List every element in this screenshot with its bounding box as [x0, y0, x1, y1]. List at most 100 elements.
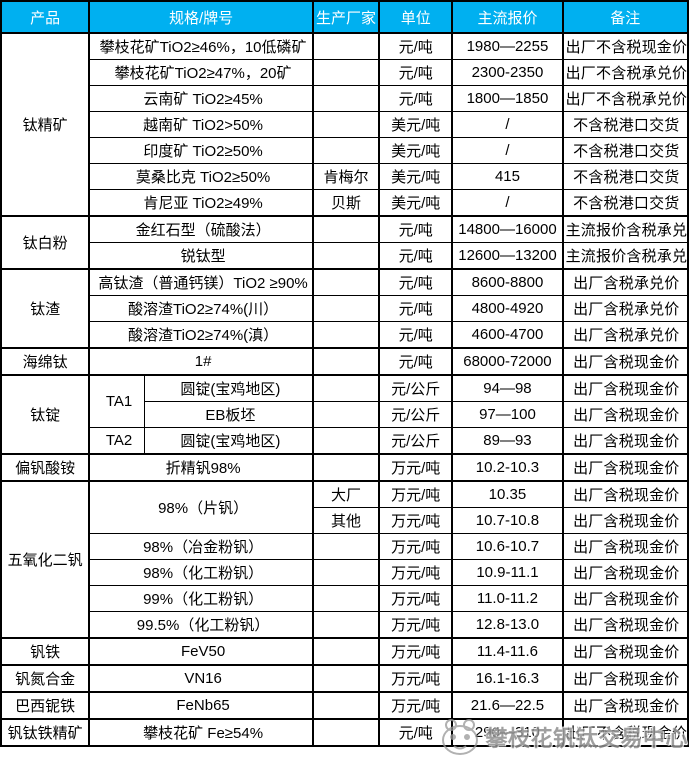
spec-cell: FeNb65 [88, 691, 314, 720]
header-row: 产品 规格/牌号 生产厂家 单位 主流报价 备注 [0, 0, 689, 34]
maker-cell: 大厂 [311, 480, 380, 508]
maker-cell: 贝斯 [311, 189, 380, 217]
spec-cell: 99%（化工粉钒） [88, 585, 314, 612]
maker-cell [311, 664, 380, 693]
table-row: EB板坯 元/公斤 97—100 出厂含税现金价 [1, 401, 689, 428]
header-note: 备注 [561, 0, 689, 34]
table-body: 钛精矿 攀枝花矿TiO2≥46%，10低磷矿 元/吨 1980—2255 出厂不含税现金… [0, 32, 689, 747]
spec-cell: 莫桑比克 TiO2≥50% [88, 163, 314, 190]
price-cell: 8600-8800 [451, 268, 564, 296]
price-cell: 10.6-10.7 [451, 533, 564, 560]
price-cell: 1800—1850 [451, 85, 564, 112]
spec-cell: 折精钒98% [88, 453, 314, 482]
note-cell: 出厂含税现金价 [561, 664, 689, 693]
spec-cell: 攀枝花矿 Fe≥54% [88, 718, 314, 747]
unit-cell: 元/吨 [378, 295, 453, 322]
maker-cell [311, 295, 380, 322]
maker-cell [311, 533, 380, 560]
unit-cell: 万元/吨 [378, 507, 453, 534]
note-cell: 出厂含税承兑价 [561, 295, 689, 322]
maker-cell [311, 691, 380, 720]
grade-cell: TA1 [88, 374, 145, 428]
table-row: 酸溶渣TiO2≥74%(滇） 元/吨 4600-4700 出厂含税承兑价 [1, 321, 689, 349]
spec-cell: 酸溶渣TiO2≥74%(川） [88, 295, 314, 322]
price-cell: 10.35 [451, 480, 564, 508]
table-row: 五氧化二钒 98%（片钒） 大厂 万元/吨 10.35 出厂含税现金价 [0, 480, 689, 639]
note-cell: 出厂不含税承兑价 [561, 59, 689, 86]
table-row: 98%（冶金粉钒） 万元/吨 10.6-10.7 出厂含税现金价 [1, 533, 689, 560]
price-cell: / [451, 137, 564, 164]
maker-cell [311, 111, 380, 138]
note-cell: 出厂含税现金价 [561, 427, 689, 455]
table-row: 云南矿 TiO2≥45% 元/吨 1800—1850 出厂不含税承兑价 [1, 85, 689, 112]
product-cell: 偏钒酸铵 [0, 453, 90, 482]
maker-cell [311, 585, 380, 612]
product-cell: 巴西铌铁 [0, 691, 90, 720]
spec-cell: 印度矿 TiO2≥50% [88, 137, 314, 164]
sub-spec-cell: 圆锭(宝鸡地区) [143, 427, 314, 455]
price-cell: 16.1-16.3 [451, 664, 564, 693]
note-cell: 出厂含税现金价 [561, 453, 689, 482]
note-cell: 出厂不含税现金价 [561, 718, 689, 747]
note-cell: 出厂含税现金价 [561, 637, 689, 666]
price-cell: / [451, 111, 564, 138]
table-row: 海绵钛 1# 元/吨 68000-72000 出厂含税现金价 [0, 347, 689, 376]
unit-cell: 元/公斤 [378, 427, 453, 455]
maker-cell [311, 242, 380, 270]
table-row: 攀枝花矿TiO2≥47%，20矿 元/吨 2300-2350 出厂不含税承兑价 [1, 59, 689, 86]
note-cell: 出厂含税现金价 [561, 533, 689, 560]
price-cell: 10.2-10.3 [451, 453, 564, 482]
note-cell: 出厂含税现金价 [561, 559, 689, 586]
table-row: 钛锭 TA1 圆锭(宝鸡地区) 元/公斤 94—98 出厂含税现金价 [0, 374, 689, 455]
price-cell: 11.0-11.2 [451, 585, 564, 612]
note-cell: 不含税港口交货 [561, 111, 689, 138]
unit-cell: 万元/吨 [378, 585, 453, 612]
maker-cell [311, 85, 380, 112]
maker-cell [311, 215, 380, 243]
unit-cell: 万元/吨 [378, 637, 453, 666]
price-cell: 89—93 [451, 427, 564, 455]
note-cell: 出厂含税承兑价 [561, 268, 689, 296]
maker-cell [311, 611, 380, 639]
unit-cell: 元/吨 [378, 59, 453, 86]
note-cell: 出厂含税现金价 [561, 480, 689, 508]
note-cell: 不含税港口交货 [561, 137, 689, 164]
table-row: 钛白粉 金红石型（硫酸法） 元/吨 14800—16000 主流报价含税承兑 [0, 215, 689, 270]
table-row: 越南矿 TiO2>50% 美元/吨 / 不含税港口交货 [1, 111, 689, 138]
unit-cell: 元/吨 [378, 347, 453, 376]
product-cell: 钒铁 [0, 637, 90, 666]
spec-cell: 攀枝花矿TiO2≥46%，10低磷矿 [88, 32, 314, 60]
table-row: 钛精矿 攀枝花矿TiO2≥46%，10低磷矿 元/吨 1980—2255 出厂不含税现金… [0, 32, 689, 217]
unit-cell: 元/公斤 [378, 401, 453, 428]
maker-cell [311, 59, 380, 86]
maker-cell [311, 347, 380, 376]
product-cell: 钛渣 [0, 268, 90, 349]
price-cell: 94—98 [451, 374, 564, 402]
unit-cell: 万元/吨 [378, 691, 453, 720]
spec-cell: 酸溶渣TiO2≥74%(滇） [88, 321, 314, 349]
product-cell: 钒氮合金 [0, 664, 90, 693]
unit-cell: 元/公斤 [378, 374, 453, 402]
price-cell: 1980—2255 [451, 32, 564, 60]
product-cell: 钛白粉 [0, 215, 90, 270]
maker-cell [311, 137, 380, 164]
price-cell: 68000-72000 [451, 347, 564, 376]
note-cell: 出厂含税现金价 [561, 691, 689, 720]
price-cell: / [451, 189, 564, 217]
unit-cell: 美元/吨 [378, 189, 453, 217]
price-cell: 10.7-10.8 [451, 507, 564, 534]
spec-cell: 99.5%（化工粉钒） [88, 611, 314, 639]
unit-cell: 元/吨 [378, 32, 453, 60]
spec-cell: 云南矿 TiO2≥45% [88, 85, 314, 112]
unit-cell: 美元/吨 [378, 137, 453, 164]
unit-cell: 万元/吨 [378, 611, 453, 639]
price-cell: 12600—13200 [451, 242, 564, 270]
table-row: 酸溶渣TiO2≥74%(川） 元/吨 4800-4920 出厂含税承兑价 [1, 295, 689, 322]
grade-cell: TA2 [88, 427, 145, 455]
table-row: 印度矿 TiO2≥50% 美元/吨 / 不含税港口交货 [1, 137, 689, 164]
sub-spec-cell: EB板坯 [143, 401, 314, 428]
unit-cell: 元/吨 [378, 268, 453, 296]
spec-cell: VN16 [88, 664, 314, 693]
table-row: TA2 圆锭(宝鸡地区) 元/公斤 89—93 出厂含税现金价 [1, 427, 689, 455]
